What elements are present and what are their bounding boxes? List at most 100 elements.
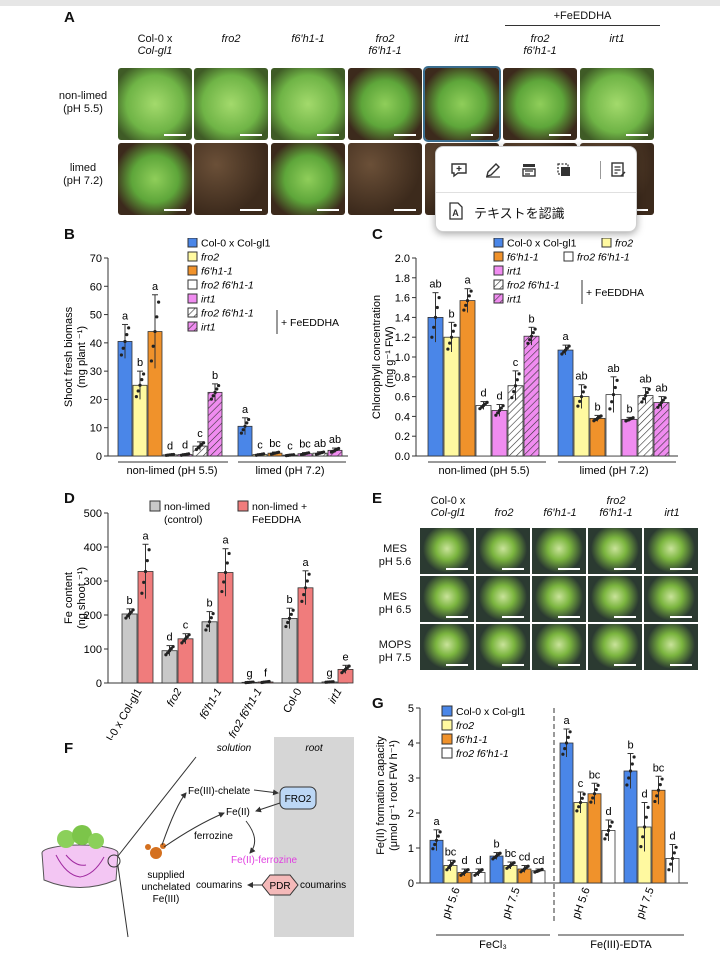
data-point xyxy=(645,390,649,395)
legend-label: f6′h1-1 xyxy=(507,252,539,264)
panel-e-row-header: MES pH 6.5 xyxy=(372,591,418,617)
significance-letter: a xyxy=(563,715,570,727)
data-point xyxy=(464,303,468,307)
data-point xyxy=(215,387,219,391)
data-point xyxy=(331,680,335,684)
data-point xyxy=(608,824,612,828)
data-point xyxy=(145,559,149,563)
data-point xyxy=(143,569,148,574)
data-point xyxy=(653,799,657,804)
category-label: pH 7.5 xyxy=(634,886,656,921)
data-point xyxy=(605,833,609,837)
data-point xyxy=(531,331,535,335)
highlighter-icon[interactable] xyxy=(518,159,540,181)
menu-divider xyxy=(436,192,636,193)
significance-letter: ab xyxy=(639,374,651,386)
data-point xyxy=(578,800,583,805)
data-point xyxy=(431,847,435,851)
supplied-label-3: Fe(III) xyxy=(153,894,180,905)
data-point xyxy=(611,393,616,397)
legend-swatch xyxy=(187,293,198,304)
data-point xyxy=(142,580,146,584)
panel-a-fe-header-line xyxy=(505,25,660,26)
category-label: pH 7.5 xyxy=(500,886,522,921)
y-tick-label: 3 xyxy=(408,773,414,785)
significance-letter: g xyxy=(326,668,332,680)
data-point xyxy=(627,776,631,780)
data-point xyxy=(567,344,571,348)
text-note-icon[interactable] xyxy=(607,159,629,181)
add-comment-icon[interactable] xyxy=(448,159,470,181)
data-point xyxy=(578,399,582,403)
significance-letter: b xyxy=(137,357,143,369)
data-point xyxy=(610,820,614,824)
data-point xyxy=(307,451,311,455)
data-point xyxy=(496,411,500,415)
significance-letter: d xyxy=(496,391,502,403)
fe-label: + FeEDDHA xyxy=(586,287,644,299)
legend-swatch xyxy=(187,279,198,290)
significance-letter: d xyxy=(461,855,467,867)
data-point xyxy=(613,385,617,390)
data-point xyxy=(596,783,600,787)
crop-icon[interactable] xyxy=(553,159,575,181)
data-point xyxy=(603,837,607,841)
pen-icon[interactable] xyxy=(482,159,504,181)
data-point xyxy=(640,400,644,404)
data-point xyxy=(512,861,516,865)
recognize-text-item[interactable]: A テキストを認識 xyxy=(448,199,624,225)
data-point xyxy=(510,395,514,400)
scale-bar xyxy=(394,209,416,211)
data-point xyxy=(155,315,159,319)
data-point xyxy=(209,397,213,401)
y-tick-label: 200 xyxy=(84,610,102,622)
arrow-fro2-to-fe2 xyxy=(255,802,281,813)
bar xyxy=(117,341,133,457)
data-point xyxy=(576,404,580,408)
data-point xyxy=(667,868,671,872)
y-tick-label: 1.6 xyxy=(395,293,410,305)
scale-bar xyxy=(240,209,262,211)
panel-a-column-header: fro2 f6′h1-1 xyxy=(348,33,422,57)
row-header-line-1: limed xyxy=(69,162,97,174)
legend-swatch xyxy=(441,705,453,717)
data-point xyxy=(630,762,634,766)
legend-label: (control) xyxy=(164,514,203,526)
data-point xyxy=(462,308,466,312)
data-point xyxy=(300,599,304,603)
panel-e-column-header: Col-0 x Col-gl1 xyxy=(420,495,476,519)
data-point xyxy=(187,633,191,637)
category-label: fro2 f6′h1-1 xyxy=(227,687,265,741)
data-point xyxy=(670,856,675,861)
data-point xyxy=(575,809,579,813)
data-point xyxy=(515,378,519,382)
y-tick-label: 1.0 xyxy=(395,352,410,364)
data-point xyxy=(222,580,226,584)
category-label: f6′h1-1 xyxy=(198,687,225,722)
data-point xyxy=(452,859,456,863)
category-label: pH 5.6 xyxy=(440,886,462,921)
scale-bar xyxy=(164,134,186,136)
data-point xyxy=(119,353,123,357)
data-point xyxy=(223,570,228,575)
category-label: irt1 xyxy=(327,687,345,706)
y-tick-label: 0 xyxy=(408,878,414,890)
data-point xyxy=(658,783,662,787)
row-header-line-1: MES xyxy=(383,591,407,603)
recognize-text-label: テキストを認識 xyxy=(474,205,565,221)
legend-swatch xyxy=(187,251,198,262)
data-point xyxy=(123,339,127,344)
category-label: pH 5.6 xyxy=(570,886,592,921)
y-tick-label: 0.2 xyxy=(395,431,410,443)
y-tick-label: 1 xyxy=(408,843,414,855)
y-tick-label: 0 xyxy=(96,451,102,463)
column-header-line-1: fro2 xyxy=(530,33,550,45)
column-header-line-2: Col-gl1 xyxy=(137,45,173,57)
panel-a-column-header: f6′h1-1 xyxy=(271,33,345,45)
y-tick-label: 2 xyxy=(408,808,414,820)
seedling-photo xyxy=(588,624,642,670)
data-point xyxy=(579,395,584,399)
significance-letter: bc xyxy=(445,846,457,858)
legend-swatch xyxy=(493,238,504,248)
data-point xyxy=(594,787,598,792)
